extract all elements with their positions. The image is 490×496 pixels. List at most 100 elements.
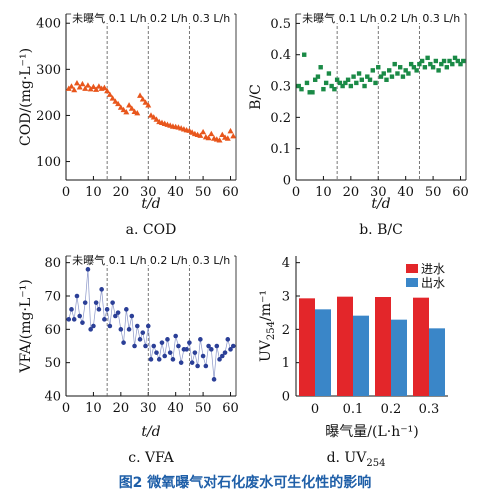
bc-point (362, 83, 367, 89)
vfa-point (93, 300, 99, 305)
cod-point (79, 80, 86, 87)
cod-phase-label-bg (188, 11, 235, 23)
cod-point (120, 106, 127, 113)
cod-point (126, 102, 133, 108)
uv-ytick-label: 4 (282, 256, 290, 271)
vfa-point (118, 327, 124, 332)
vfa-point (189, 360, 195, 365)
vfa-point (140, 330, 146, 335)
bc-point (444, 65, 450, 70)
cod-point (106, 91, 113, 97)
bc-phase-label: 0.3 L/h (422, 12, 460, 25)
uv-bar-influent (375, 297, 391, 396)
cod-xtick-label: 50 (195, 185, 212, 200)
vfa-point (91, 323, 96, 329)
bc-point (323, 80, 329, 86)
cod-point (128, 105, 135, 111)
cod-phase-label: 0.1 L/h (109, 12, 147, 25)
bc-point (392, 61, 397, 67)
cod-point (145, 102, 152, 108)
bc-point (296, 83, 301, 89)
cod-point (200, 128, 207, 135)
cod-point (82, 85, 89, 91)
bc-point (367, 77, 373, 82)
bc-point (425, 55, 430, 61)
bc-phase-label-bg (418, 11, 465, 23)
bc-point (436, 68, 441, 73)
vfa-point (69, 307, 74, 312)
bc-point (461, 58, 466, 64)
bc-ytick-label: 0.1 (270, 142, 291, 157)
vfa-point (110, 300, 115, 305)
uv-bar-effluent (315, 309, 331, 396)
cod-xtick-label: 30 (140, 185, 157, 200)
cod-point (153, 116, 160, 122)
vfa-point (203, 363, 209, 369)
bc-point (430, 65, 436, 70)
uv-xtick-label: 0.2 (381, 402, 402, 417)
vfa-ytick-label: 80 (44, 256, 61, 271)
vfa-xtick-label: 10 (85, 401, 102, 416)
uv-ytick-label: 0 (282, 390, 290, 405)
vfa-xtick-label: 20 (113, 401, 130, 416)
vfa-point (176, 343, 181, 349)
uv-xtick-label: 0 (311, 402, 319, 417)
bc-point (310, 90, 315, 95)
vfa-point (126, 327, 132, 332)
cod-point (101, 84, 108, 90)
vfa-ytick-label: 70 (44, 290, 61, 305)
uv-bar-influent (299, 298, 315, 396)
uv-bar-effluent (353, 315, 369, 396)
vfa-xtick-label: 30 (140, 401, 157, 416)
uv-legend-swatch (406, 264, 418, 273)
bc-point (299, 86, 304, 92)
vfa-point (217, 357, 222, 362)
vfa-point (192, 350, 198, 355)
bc-point (447, 58, 452, 64)
bc-point (387, 68, 392, 73)
bc-phase-label-bg (334, 11, 381, 23)
bc-xtick-label: 60 (452, 185, 469, 200)
vfa-point (154, 350, 159, 355)
cod-point (84, 82, 91, 88)
cod-xtick-label: 10 (85, 185, 102, 200)
vfa-point (162, 353, 168, 359)
bc-phase-label: 0.2 L/h (380, 12, 418, 25)
cod-xtick-label: 40 (167, 185, 184, 200)
uv-ytick-label: 1 (282, 356, 290, 371)
cod-point (115, 100, 122, 107)
cod-phase-label: 0.2 L/h (150, 12, 188, 25)
vfa-point (145, 323, 151, 329)
cod-point (186, 127, 193, 133)
vfa-phase-label: 未曝气 (72, 253, 105, 267)
cod-point (93, 86, 100, 92)
vfa-point (129, 313, 135, 319)
bc-point (450, 61, 455, 67)
bc-point (378, 74, 384, 79)
uv-legend-label: 出水 (421, 276, 445, 290)
bc-point (370, 68, 375, 73)
uv-ytick-label: 3 (282, 290, 290, 305)
vfa-point (88, 327, 93, 332)
cod-subtitle: a. COD (126, 222, 177, 238)
cod-point (208, 130, 215, 137)
bc-point (384, 77, 389, 82)
vfa-point (209, 347, 214, 352)
cod-phase-label-bg (104, 11, 151, 23)
vfa-point (195, 363, 200, 369)
bc-point (321, 86, 326, 92)
uv-xlabel: 曝气量/(L·h⁻¹) (325, 424, 418, 440)
uv-subtitle-sub: 254 (366, 458, 385, 469)
vfa-point (165, 337, 170, 342)
cod-ytick-label: 300 (36, 63, 61, 78)
vfa-phase-label: 0.1 L/h (109, 254, 147, 267)
bc-point (373, 80, 378, 86)
uv-ylabel-main: UV (258, 339, 274, 362)
vfa-point (214, 343, 220, 349)
uv-subtitle-main: d. UV (327, 450, 368, 466)
bc-point (348, 83, 354, 89)
uv-legend-swatch (406, 278, 418, 287)
cod-point (109, 95, 116, 101)
cod-point (197, 132, 204, 138)
